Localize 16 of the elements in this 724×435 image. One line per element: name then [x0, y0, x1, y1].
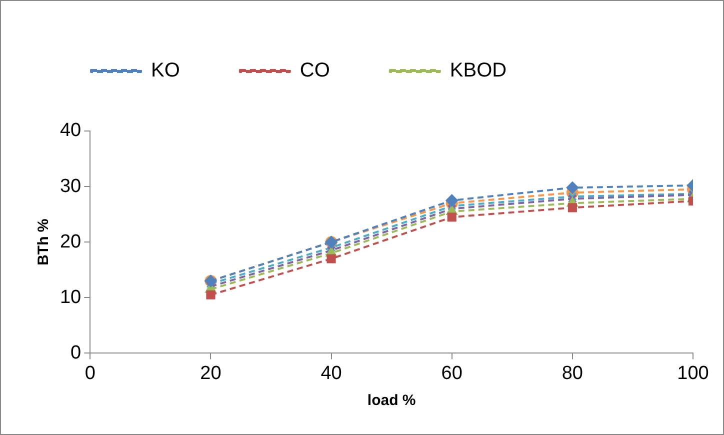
- y-tick-label: 10: [60, 286, 82, 308]
- legend-label: KBOD: [450, 60, 507, 82]
- x-tick-label: 60: [441, 362, 462, 384]
- legend-label: KO: [151, 60, 180, 82]
- x-tick-label: 0: [84, 362, 96, 384]
- x-tick-label: 80: [562, 362, 583, 384]
- y-tick-label: 30: [60, 176, 82, 197]
- y-tick-label: 0: [70, 342, 82, 364]
- y-axis-title: BTh %: [35, 218, 52, 266]
- x-tick-label: 100: [677, 362, 709, 384]
- x-tick-label: 40: [320, 362, 342, 384]
- x-tick-label: 20: [200, 362, 222, 384]
- x-axis-title: load %: [367, 392, 416, 410]
- legend-label: CO: [300, 60, 330, 82]
- y-tick-label: 20: [60, 231, 82, 252]
- y-tick-label: 40: [60, 120, 82, 142]
